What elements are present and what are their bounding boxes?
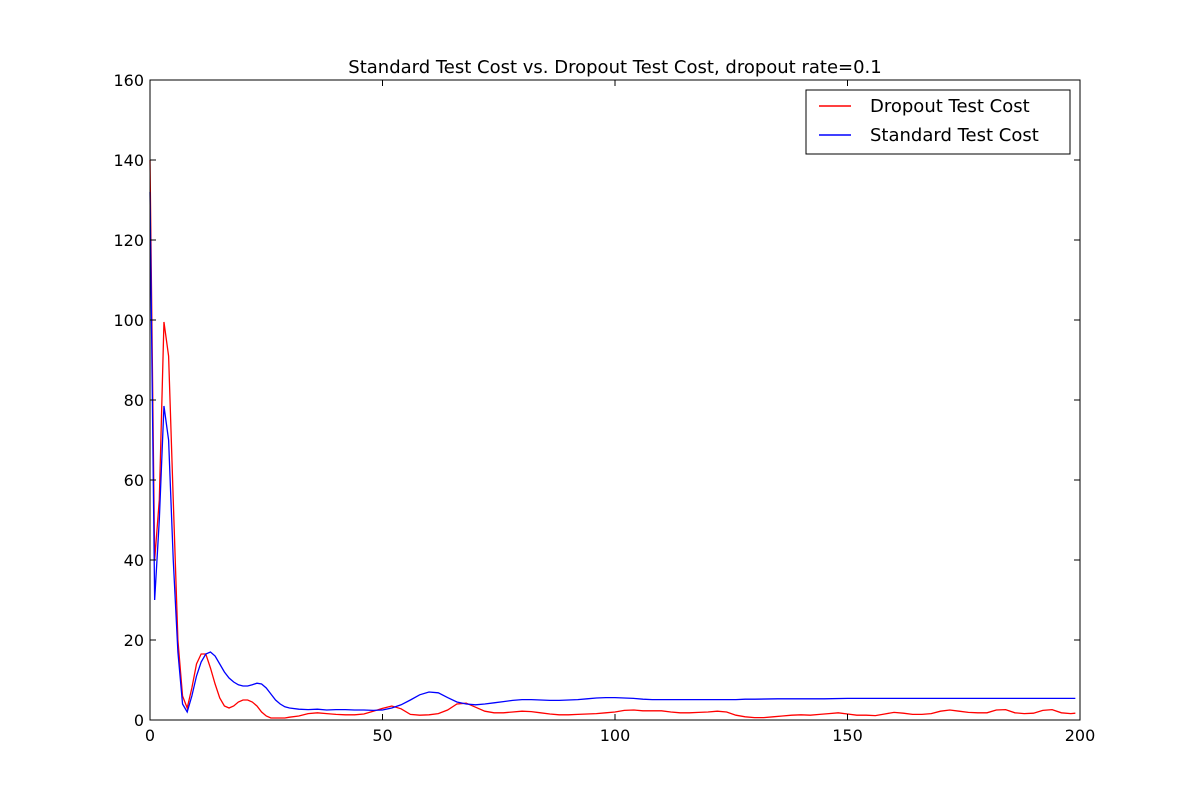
y-tick-label: 140 (113, 151, 144, 170)
y-tick-label: 0 (134, 711, 144, 730)
y-tick-label: 100 (113, 311, 144, 330)
chart-title: Standard Test Cost vs. Dropout Test Cost… (348, 57, 881, 78)
legend-label-standard: Standard Test Cost (870, 125, 1039, 146)
y-tick-label: 160 (113, 71, 144, 90)
x-tick-label: 200 (1065, 726, 1096, 745)
series-line-dropout (149, 159, 1076, 719)
y-tick-label: 120 (113, 231, 144, 250)
legend: Dropout Test Cost Standard Test Cost (805, 89, 1071, 155)
plot-frame (149, 79, 1081, 721)
x-tick-label: 100 (600, 726, 631, 745)
y-tick-label: 40 (124, 551, 144, 570)
x-tick-label: 0 (145, 726, 155, 745)
y-tick-label: 20 (124, 631, 144, 650)
plot-area (149, 159, 1076, 719)
legend-label-dropout: Dropout Test Cost (870, 96, 1030, 117)
x-tick-label: 50 (372, 726, 392, 745)
y-tick-label: 60 (124, 471, 144, 490)
x-tick-label: 150 (832, 726, 863, 745)
axes: 0 50 100 150 200 0 20 40 60 80 100 120 140 160 (113, 71, 1095, 745)
legend-box (805, 89, 1071, 155)
series-line-standard (149, 191, 1076, 714)
y-tick-label: 80 (124, 391, 144, 410)
